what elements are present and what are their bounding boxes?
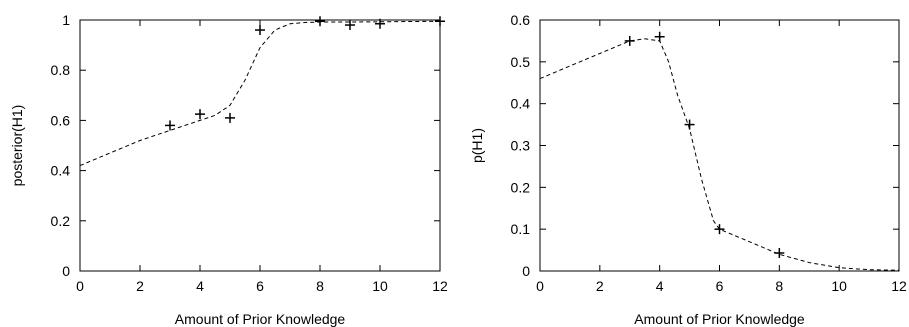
x-tick-label: 6 bbox=[716, 278, 724, 294]
y-tick-label: 0.2 bbox=[51, 213, 71, 229]
x-tick-label: 8 bbox=[775, 278, 783, 294]
x-tick-label: 2 bbox=[596, 278, 604, 294]
y-tick-label: 0.6 bbox=[51, 112, 71, 128]
x-tick-label: 4 bbox=[656, 278, 664, 294]
x-axis-label: Amount of Prior Knowledge bbox=[634, 311, 805, 327]
series-line-dashed bbox=[539, 38, 900, 271]
y-tick-label: 0.4 bbox=[51, 163, 71, 179]
y-tick-label: 1 bbox=[62, 12, 70, 28]
chart-left: 0 2 4 6 8 10 12 0 0.2 0.4 0.6 0.8 1 Amount of Prior K… bbox=[9, 12, 448, 327]
y-tick-label: 0.1 bbox=[511, 221, 531, 237]
y-axis-label: posterior(H1) bbox=[9, 105, 25, 187]
plot-frame bbox=[79, 19, 441, 272]
data-point bbox=[315, 16, 325, 27]
y-tick-label: 0.6 bbox=[511, 12, 531, 28]
y-axis-label: p(H1) bbox=[469, 128, 485, 163]
data-point bbox=[654, 31, 665, 42]
data-point bbox=[165, 120, 175, 131]
y-tick-label: 0.2 bbox=[511, 179, 531, 195]
data-point bbox=[375, 18, 385, 29]
y-tick-label: 0.8 bbox=[51, 62, 71, 78]
y-tick-label: 0 bbox=[62, 263, 70, 279]
chart-right: 0 2 4 6 8 10 12 0 0.1 0.2 0.3 0.4 0.5 0.6 Amount of Pr… bbox=[469, 12, 907, 327]
y-tick-label: 0 bbox=[522, 263, 530, 279]
y-tick-label: 0.5 bbox=[511, 54, 531, 70]
x-tick-label: 6 bbox=[256, 278, 264, 294]
data-point bbox=[225, 112, 235, 123]
data-point bbox=[345, 20, 355, 31]
x-tick-label: 8 bbox=[316, 278, 324, 294]
y-tick-label: 0.4 bbox=[511, 96, 531, 112]
x-tick-label: 10 bbox=[831, 278, 847, 294]
x-tick-label: 0 bbox=[76, 278, 84, 294]
y-tick-label: 0.3 bbox=[511, 138, 531, 154]
x-tick-label: 0 bbox=[536, 278, 544, 294]
x-tick-label: 12 bbox=[891, 278, 907, 294]
series-line-dashed bbox=[79, 20, 441, 167]
data-point bbox=[195, 109, 205, 120]
x-tick-label: 4 bbox=[196, 278, 204, 294]
x-tick-label: 2 bbox=[136, 278, 144, 294]
x-tick-label: 12 bbox=[432, 278, 448, 294]
x-tick-label: 10 bbox=[372, 278, 388, 294]
data-point bbox=[255, 25, 265, 36]
x-axis-label: Amount of Prior Knowledge bbox=[175, 311, 346, 327]
